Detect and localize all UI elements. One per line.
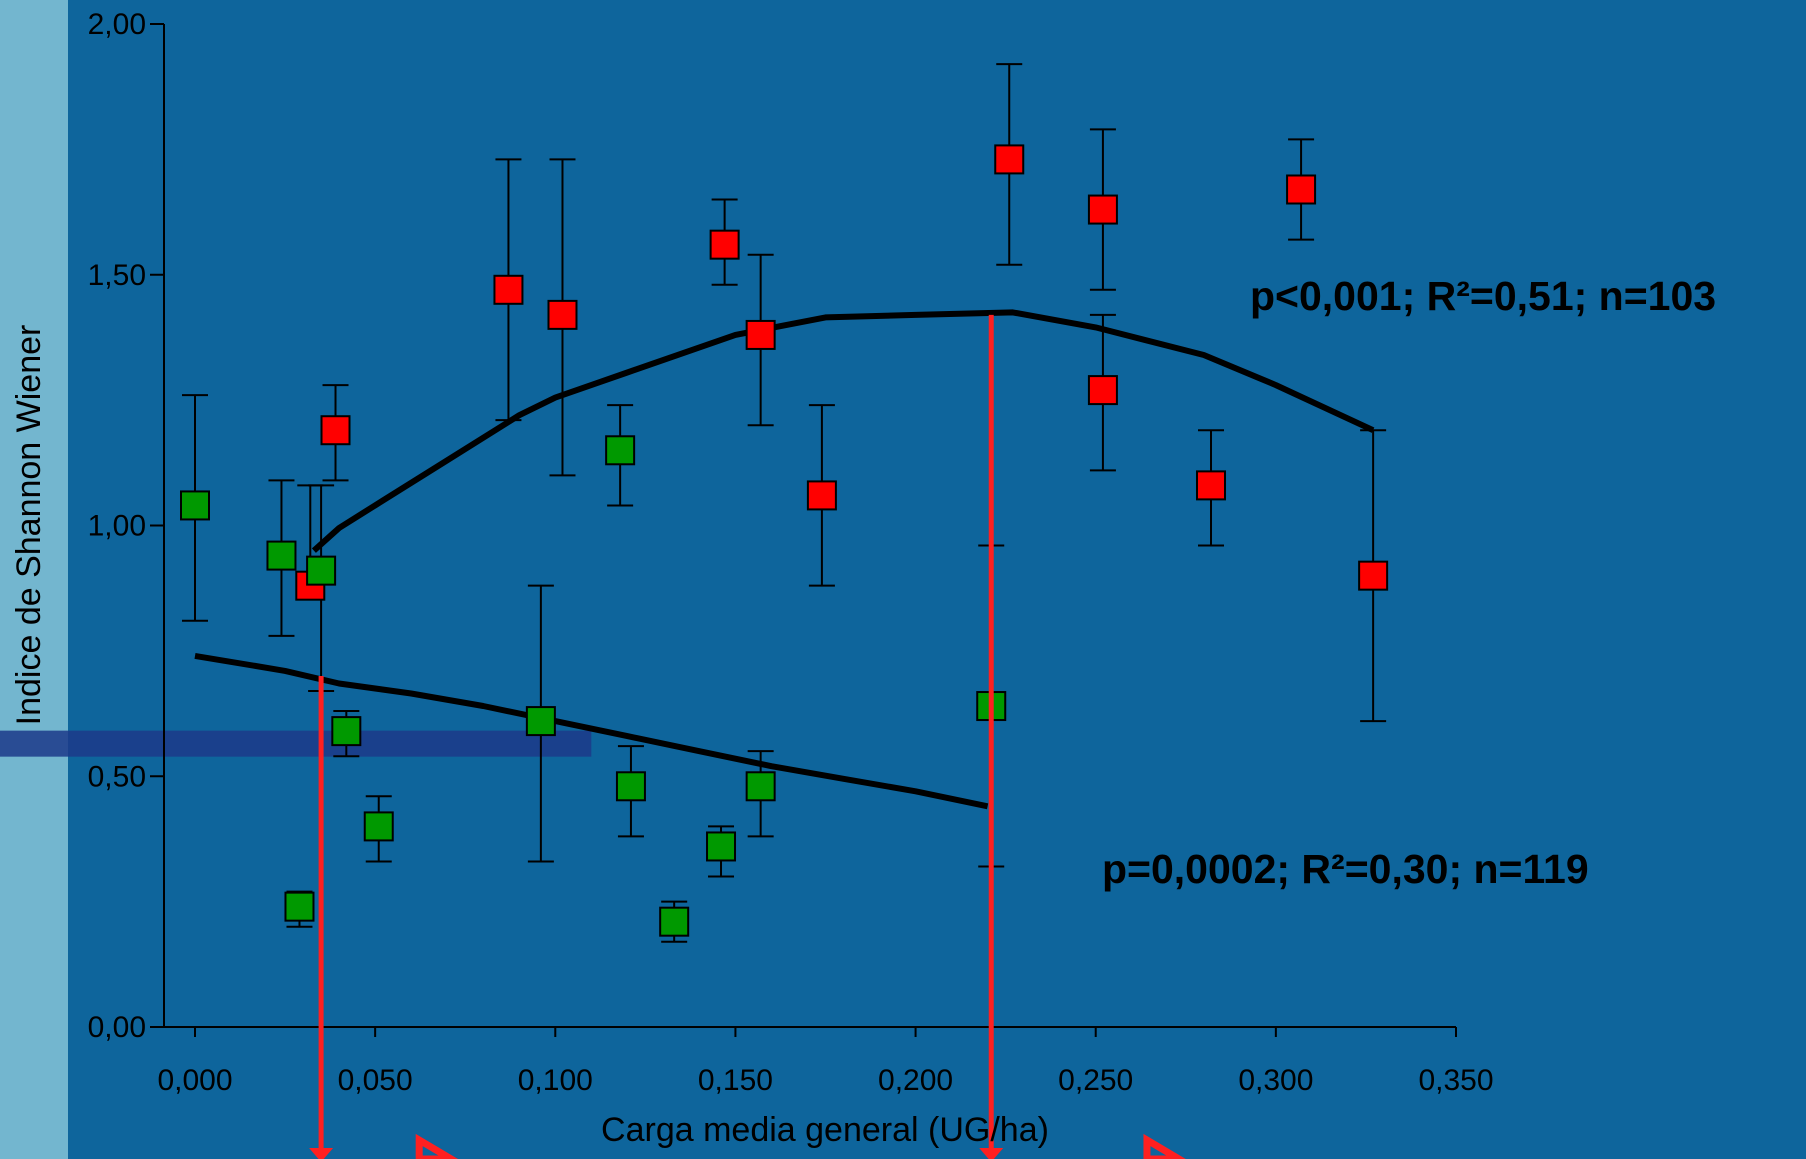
x-tick-label: 0,300 xyxy=(1238,1064,1313,1097)
y-tick-label: 1,50 xyxy=(88,259,146,292)
green-series-annotation: p=0,0002; R²=0,30; n=119 xyxy=(1102,846,1589,892)
x-tick-label: 0,050 xyxy=(338,1064,413,1097)
data-point-series-1 xyxy=(1196,470,1227,501)
fit-curve-series-2 xyxy=(194,652,989,810)
data-point-series-2 xyxy=(331,716,362,747)
data-point-series-2 xyxy=(306,555,337,586)
x-tick-label: 0,100 xyxy=(518,1064,593,1097)
data-point-series-2 xyxy=(706,831,737,862)
data-point-series-1 xyxy=(1358,560,1389,591)
data-point-series-1 xyxy=(1087,375,1118,406)
data-point-series-2 xyxy=(525,706,556,737)
data-point-series-1 xyxy=(547,299,578,330)
y-tick-label: 1,00 xyxy=(88,510,146,543)
x-axis-title: Carga media general (UG/ha) xyxy=(601,1111,1049,1149)
y-tick-label: 2,00 xyxy=(88,8,146,41)
y-axis-title: Indice de Shannon Wiener xyxy=(10,325,48,726)
red-marker-arrowhead xyxy=(979,1148,1004,1159)
x-tick-label: 0,350 xyxy=(1418,1064,1493,1097)
y-tick-label: 0,00 xyxy=(88,1011,146,1044)
data-point-series-1 xyxy=(320,415,351,446)
data-point-series-1 xyxy=(1087,194,1118,225)
red-marker-arrowhead xyxy=(309,1148,334,1159)
data-point-series-2 xyxy=(284,891,315,922)
data-point-series-1 xyxy=(745,319,776,350)
red-triangle-marker xyxy=(415,1133,459,1159)
left-decorative-band xyxy=(0,0,68,1159)
data-point-series-1 xyxy=(994,144,1025,175)
data-point-series-1 xyxy=(493,274,524,305)
highlight-band xyxy=(0,730,592,757)
x-tick-label: 0,000 xyxy=(157,1064,232,1097)
data-point-series-2 xyxy=(745,771,776,802)
data-point-series-1 xyxy=(709,229,740,260)
red-triangle-marker xyxy=(1143,1133,1186,1159)
x-tick-label: 0,150 xyxy=(698,1064,773,1097)
data-point-series-2 xyxy=(659,906,690,937)
data-point-series-1 xyxy=(1286,174,1317,205)
data-point-series-2 xyxy=(363,811,394,842)
x-tick-label: 0,200 xyxy=(878,1064,953,1097)
red-series-annotation: p<0,001; R²=0,51; n=103 xyxy=(1250,273,1716,319)
x-tick-label: 0,250 xyxy=(1058,1064,1133,1097)
data-point-series-2 xyxy=(180,490,210,521)
data-point-series-1 xyxy=(806,480,837,511)
y-tick-label: 0,50 xyxy=(88,760,146,793)
data-point-series-2 xyxy=(615,771,646,802)
data-point-series-2 xyxy=(605,435,636,466)
data-point-series-2 xyxy=(266,540,297,571)
fit-curve-series-1 xyxy=(311,309,1375,553)
